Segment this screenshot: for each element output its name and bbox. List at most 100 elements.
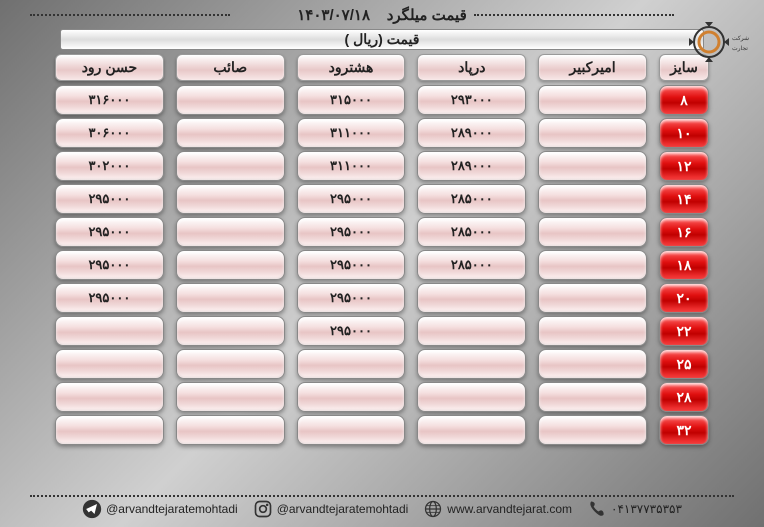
price-cell — [538, 283, 647, 313]
price-cell — [417, 382, 526, 412]
price-cell: ۲۹۵۰۰۰ — [55, 217, 164, 247]
price-cell: ۲۹۵۰۰۰ — [297, 217, 406, 247]
price-cell — [538, 184, 647, 214]
phone-icon — [587, 499, 607, 519]
table-row: ۲۲ ۲۹۵۰۰۰ — [55, 316, 709, 346]
size-cell: ۱۰ — [659, 118, 709, 148]
price-cell: ۲۸۵۰۰۰ — [417, 250, 526, 280]
size-cell: ۱۴ — [659, 184, 709, 214]
price-cell — [417, 283, 526, 313]
price-cell: ۲۹۵۰۰۰ — [297, 283, 406, 313]
header-dots-left — [30, 14, 230, 16]
price-cell — [538, 349, 647, 379]
size-cell: ۱۲ — [659, 151, 709, 181]
website-url: www.arvandtejarat.com — [447, 502, 572, 516]
size-cell: ۲۸ — [659, 382, 709, 412]
price-cell: ۳۱۵۰۰۰ — [297, 85, 406, 115]
price-cell: ۳۱۱۰۰۰ — [297, 151, 406, 181]
column-header: صائب — [176, 54, 285, 81]
column-header: امیرکبیر — [538, 54, 647, 81]
size-cell: ۸ — [659, 85, 709, 115]
price-cell: ۲۹۳۰۰۰ — [417, 85, 526, 115]
table-row: ۲۰۲۹۵۰۰۰۲۹۵۰۰۰ — [55, 283, 709, 313]
globe-icon — [423, 499, 443, 519]
size-cell: ۲۲ — [659, 316, 709, 346]
price-cell: ۳۰۶۰۰۰ — [55, 118, 164, 148]
price-cell — [538, 85, 647, 115]
table-row: ۱۰ ۲۸۹۰۰۰ ۳۱۱۰۰۰ ۳۰۶۰۰۰ — [55, 118, 709, 148]
price-cell — [55, 415, 164, 445]
price-cell: ۳۱۱۰۰۰ — [297, 118, 406, 148]
price-cell — [538, 250, 647, 280]
footer-telegram: @arvandtejaratemohtadi — [82, 499, 238, 519]
column-header: حسن رود — [55, 54, 164, 81]
price-cell — [176, 85, 285, 115]
price-bar-label: قیمت (ریال ) — [345, 31, 420, 47]
price-cell: ۲۸۵۰۰۰ — [417, 217, 526, 247]
price-cell — [297, 382, 406, 412]
instagram-handle: @arvandtejaratemohtadi — [277, 502, 409, 516]
price-cell — [417, 316, 526, 346]
price-cell: ۳۱۶۰۰۰ — [55, 85, 164, 115]
price-cell — [297, 349, 406, 379]
telegram-handle: @arvandtejaratemohtadi — [106, 502, 238, 516]
price-cell: ۲۸۹۰۰۰ — [417, 151, 526, 181]
price-cell — [176, 250, 285, 280]
size-cell: ۱۶ — [659, 217, 709, 247]
header: ۱۴۰۳/۰۷/۱۸ قیمت میلگرد — [0, 0, 764, 26]
table-row: ۱۶ ۲۸۵۰۰۰ ۲۹۵۰۰۰ ۲۹۵۰۰۰ — [55, 217, 709, 247]
price-cell: ۲۹۵۰۰۰ — [297, 316, 406, 346]
company-logo: شرکت تجارت — [684, 20, 754, 65]
column-header: هشترود — [297, 54, 406, 81]
price-cell — [297, 415, 406, 445]
price-cell: ۲۸۹۰۰۰ — [417, 118, 526, 148]
table-row: ۲۵ — [55, 349, 709, 379]
price-cell — [176, 283, 285, 313]
price-cell: ۲۹۵۰۰۰ — [55, 283, 164, 313]
price-cell — [176, 382, 285, 412]
table-row: ۸ ۲۹۳۰۰۰ ۳۱۵۰۰۰ ۳۱۶۰۰۰ — [55, 85, 709, 115]
footer-phone: ۰۴۱۳۷۷۳۵۳۵۳ — [587, 499, 682, 519]
table-row: ۱۴۲۸۵۰۰۰۲۹۵۰۰۰۲۹۵۰۰۰ — [55, 184, 709, 214]
header-date: ۱۴۰۳/۰۷/۱۸ — [297, 7, 370, 24]
price-cell — [176, 349, 285, 379]
price-cell: ۲۹۵۰۰۰ — [55, 184, 164, 214]
price-cell: ۲۹۵۰۰۰ — [55, 250, 164, 280]
price-cell — [176, 415, 285, 445]
column-headers: سایزامیرکبیردرپادهشترودصائبحسن رود — [55, 54, 709, 81]
svg-text:شرکت: شرکت — [732, 35, 749, 42]
table-row: ۳۲ — [55, 415, 709, 445]
price-cell — [538, 151, 647, 181]
price-cell: ۳۰۲۰۰۰ — [55, 151, 164, 181]
price-cell: ۲۹۵۰۰۰ — [297, 250, 406, 280]
header-title: قیمت میلگرد — [387, 7, 467, 24]
price-cell — [55, 349, 164, 379]
price-bar: قیمت (ریال ) — [60, 29, 704, 50]
size-cell: ۳۲ — [659, 415, 709, 445]
price-cell — [538, 382, 647, 412]
price-cell — [417, 349, 526, 379]
footer: @arvandtejaratemohtadi @arvandtejaratemo… — [0, 499, 764, 519]
price-cell — [176, 118, 285, 148]
column-header: درپاد — [417, 54, 526, 81]
phone-number: ۰۴۱۳۷۷۳۵۳۵۳ — [611, 502, 682, 516]
footer-website: www.arvandtejarat.com — [423, 499, 572, 519]
price-table: سایزامیرکبیردرپادهشترودصائبحسن رود ۸۲۹۳۰… — [0, 54, 764, 445]
data-rows: ۸۲۹۳۰۰۰۳۱۵۰۰۰۳۱۶۰۰۰۱۰۲۸۹۰۰۰۳۱۱۰۰۰۳۰۶۰۰۰۱… — [55, 85, 709, 445]
price-cell — [538, 415, 647, 445]
footer-instagram: @arvandtejaratemohtadi — [253, 499, 409, 519]
price-cell — [176, 184, 285, 214]
svg-text:تجارت: تجارت — [732, 45, 748, 52]
price-cell — [176, 217, 285, 247]
price-cell — [417, 415, 526, 445]
instagram-icon — [253, 499, 273, 519]
table-row: ۱۲ ۲۸۹۰۰۰ ۳۱۱۰۰۰ ۳۰۲۰۰۰ — [55, 151, 709, 181]
price-cell — [176, 316, 285, 346]
size-cell: ۱۸ — [659, 250, 709, 280]
price-cell — [538, 316, 647, 346]
table-row: ۱۸ ۲۸۵۰۰۰ ۲۹۵۰۰۰ ۲۹۵۰۰۰ — [55, 250, 709, 280]
price-cell: ۲۹۵۰۰۰ — [297, 184, 406, 214]
telegram-icon — [82, 499, 102, 519]
price-cell — [176, 151, 285, 181]
table-row: ۲۸ — [55, 382, 709, 412]
